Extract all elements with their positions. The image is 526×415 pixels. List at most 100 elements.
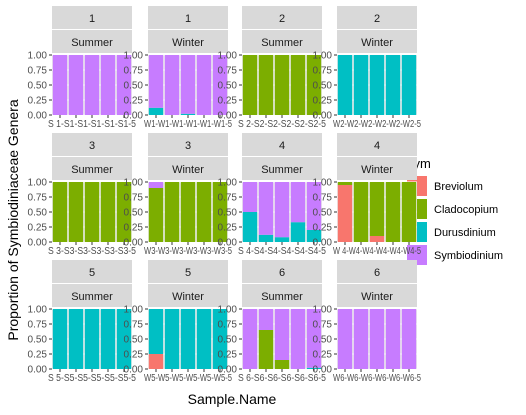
legend: sym BreviolumCladocopiumDurusdiniumSymbi… [407, 156, 503, 265]
y-tick-label: 0.00 [124, 111, 144, 122]
facet-panel: 4 Winter 0.00 0.25 0.50 0.75 1.00 W 4-W4-W4-W4-… [313, 133, 421, 257]
strip-season-label: Summer [71, 164, 113, 176]
strip-season-label: Winter [172, 164, 204, 176]
facet-panel: 3 Winter 0.00 0.25 0.50 0.75 1.00 W3-W3-W3-W3-W… [124, 133, 232, 257]
bar-segment-cladocopium [116, 182, 132, 242]
y-tick-label: 0.25 [313, 350, 333, 361]
strip-season-background [337, 157, 417, 180]
bar-segment-cladocopium [52, 182, 68, 242]
y-tick-label: 0.75 [28, 193, 48, 204]
bar-segment-durusdinium [290, 222, 306, 242]
strip-site-label: 5 [89, 267, 95, 279]
strip-season-label: Summer [71, 37, 113, 49]
bar-segment-durusdinium [337, 55, 353, 115]
strip-season-background [52, 284, 132, 307]
strip-season-label: Summer [261, 37, 303, 49]
strip-site-background [242, 133, 322, 156]
strip-season-label: Winter [361, 291, 393, 303]
y-tick-label: 1.00 [313, 305, 333, 316]
strip-site-background [337, 260, 417, 283]
y-tick-label: 0.25 [218, 96, 238, 107]
bar-segment-symbiodinium [164, 55, 180, 115]
strip-season-background [337, 30, 417, 53]
bar-segment-cladocopium [196, 182, 212, 242]
strip-site-background [148, 260, 228, 283]
strip-season-background [148, 30, 228, 53]
bar-segment-symbiodinium [306, 182, 322, 230]
y-tick-label: 0.00 [218, 111, 238, 122]
bar-segment-symbiodinium [274, 182, 290, 238]
bar-segment-symbiodinium [180, 55, 196, 114]
y-tick-label: 0.25 [218, 350, 238, 361]
y-tick-label: 1.00 [218, 178, 238, 189]
y-tick-label: 0.50 [313, 81, 333, 92]
bar-segment-durusdinium [274, 237, 290, 242]
bar-segment-symbiodinium [116, 55, 132, 115]
legend-label: Symbiodinium [434, 250, 503, 262]
y-tick-label: 1.00 [28, 305, 48, 316]
strip-site-background [148, 133, 228, 156]
bar-segment-cladocopium [274, 55, 290, 115]
facet-panel: 6 Summer 0.00 0.25 0.50 0.75 1.00 S 6-S6-S6-S6-… [218, 260, 326, 384]
y-tick-label: 0.50 [218, 208, 238, 219]
y-tick-label: 0.25 [124, 223, 144, 234]
bar-segment-symbiodinium [100, 55, 116, 115]
facet-panel: 6 Winter 0.00 0.25 0.50 0.75 1.00 W6-W6-W6-W6-W… [313, 260, 421, 384]
bar-segment-durusdinium [116, 309, 132, 369]
facet-panel: 1 Summer 0.00 0.25 0.50 0.75 1.00 S 1-S1-S1-S1-… [28, 6, 136, 130]
bar-segment-durusdinium [148, 107, 164, 115]
bar-segment-breviolum [337, 185, 353, 242]
y-tick-label: 0.00 [28, 365, 48, 376]
x-tick-labels: W1-W1-W1-W1-W1-W1-5 [144, 119, 232, 130]
strip-season-label: Winter [361, 164, 393, 176]
bar-segment-durusdinium [164, 309, 180, 369]
strip-site-background [337, 6, 417, 29]
bar-segment-symbiodinium [148, 182, 164, 188]
bar-segment-cladocopium [164, 182, 180, 242]
y-tick-label: 0.50 [28, 81, 48, 92]
y-tick-label: 0.50 [313, 208, 333, 219]
y-tick-label: 1.00 [218, 305, 238, 316]
strip-site-background [148, 6, 228, 29]
y-tick-label: 0.75 [28, 320, 48, 331]
y-tick-label: 0.50 [313, 335, 333, 346]
bar-segment-durusdinium [148, 309, 164, 354]
bar-segment-durusdinium [84, 309, 100, 369]
y-tick-label: 1.00 [124, 305, 144, 316]
bar-segment-symbiodinium [385, 309, 401, 369]
y-tick-label: 0.25 [124, 350, 144, 361]
bar-segment-durusdinium [306, 230, 322, 242]
y-tick-label: 0.75 [218, 193, 238, 204]
facet-panel: 5 Winter 0.00 0.25 0.50 0.75 1.00 W5-W5-W5-W5-W… [124, 260, 232, 384]
strip-season-background [52, 30, 132, 53]
bar-segment-durusdinium [306, 367, 322, 369]
y-tick-label: 0.00 [313, 111, 333, 122]
bar-segment-symbiodinium [52, 55, 68, 115]
strip-season-background [242, 30, 322, 53]
bar-segment-durusdinium [385, 55, 401, 115]
strip-season-label: Winter [172, 291, 204, 303]
strip-season-background [148, 284, 228, 307]
y-tick-label: 0.75 [124, 193, 144, 204]
strip-site-label: 1 [89, 13, 95, 25]
y-tick-label: 0.00 [313, 238, 333, 249]
strip-site-label: 5 [185, 267, 191, 279]
bar-segment-symbiodinium [369, 309, 385, 369]
strip-site-label: 4 [279, 140, 285, 152]
y-tick-label: 0.75 [218, 66, 238, 77]
bar-segment-breviolum [369, 236, 385, 242]
bar-segment-durusdinium [196, 309, 212, 369]
strip-site-label: 3 [185, 140, 191, 152]
y-axis-title: Proportion of Symbiodiniaceae Genera [5, 99, 21, 340]
bar-segment-durusdinium [100, 309, 116, 369]
y-tick-label: 1.00 [313, 51, 333, 62]
y-tick-label: 0.75 [313, 320, 333, 331]
y-tick-label: 1.00 [124, 51, 144, 62]
bar-segment-symbiodinium [242, 182, 258, 212]
y-tick-label: 0.75 [313, 193, 333, 204]
bar-segment-symbiodinium [258, 309, 274, 330]
bar-segment-durusdinium [401, 55, 417, 115]
legend-label: Breviolum [434, 181, 483, 193]
strip-season-background [148, 157, 228, 180]
